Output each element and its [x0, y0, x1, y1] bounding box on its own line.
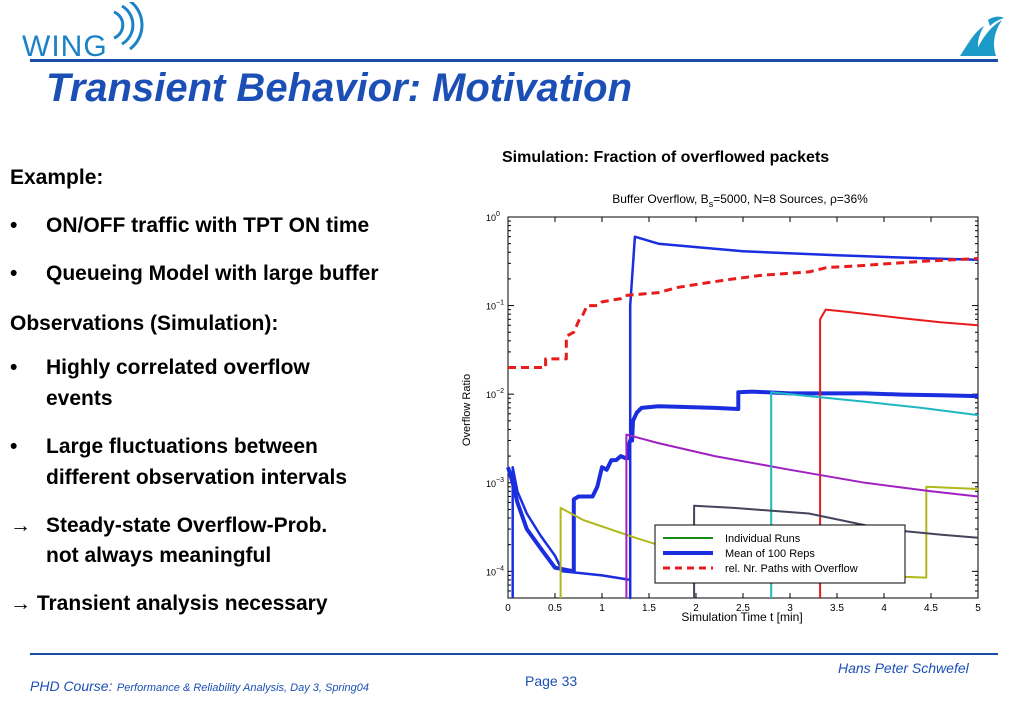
legend-label: Mean of 100 Reps [725, 548, 815, 560]
legend-label: rel. Nr. Paths with Overflow [725, 563, 858, 575]
bullet-text: Large fluctuations between [46, 435, 318, 458]
page-title: Transient Behavior: Motivation [46, 66, 633, 110]
y-axis-label: Overflow Ratio [461, 374, 473, 446]
series-line-0 [511, 235, 979, 600]
legend-label: Individual Runs [725, 533, 801, 545]
bullet-glyph: • [10, 262, 18, 285]
x-tick-label: 3.5 [830, 603, 844, 614]
series-line-1 [506, 389, 979, 574]
arrow-text: Transient analysis necessary [36, 592, 328, 615]
footer-divider [30, 653, 998, 655]
bullet-glyph: • [10, 214, 18, 237]
y-tick-label: 100 [486, 211, 500, 223]
x-tick-label: 5 [975, 603, 981, 614]
x-tick-label: 1.5 [642, 603, 656, 614]
page-number: Page 33 [525, 673, 578, 689]
arrow-glyph: → [10, 592, 31, 615]
y-tick-label: 10−4 [486, 565, 504, 577]
x-tick-label: 2.5 [736, 603, 750, 614]
x-tick-label: 4.5 [924, 603, 938, 614]
arrow-text-continued: not always meaningful [46, 544, 272, 567]
series-line-2 [508, 257, 979, 369]
y-tick-label: 10−1 [486, 300, 504, 312]
x-tick-label: 3 [787, 603, 793, 614]
header-divider [30, 59, 998, 62]
logo-text: WING [22, 30, 108, 63]
author-name: Hans Peter Schwefel [838, 660, 969, 676]
bullet-glyph: • [10, 435, 18, 458]
x-tick-label: 4 [881, 603, 887, 614]
course-label: PHD Course: [30, 678, 113, 694]
arrow-text: Steady-state Overflow-Prob. [46, 514, 328, 537]
observations-heading: Observations (Simulation): [10, 312, 279, 335]
overflow-chart: Buffer Overflow, Bs=5000, N=8 Sources, ρ… [461, 192, 981, 624]
bullet-text-continued: different observation intervals [46, 466, 348, 489]
bullet-text: Queueing Model with large buffer [46, 262, 379, 285]
x-tick-label: 1 [599, 603, 605, 614]
arrow-glyph: → [10, 514, 31, 537]
plot-area: 0 0.5 1 1.5 2 2.5 3 3.5 4 4.5 5 100 10−1 10−2 10−3 10−4… [486, 211, 981, 614]
y-tick-label: 10−3 [486, 477, 504, 489]
bullet-text: Highly correlated overflow [46, 356, 310, 379]
chart-title: Buffer Overflow, Bs=5000, N=8 Sources, ρ… [612, 192, 868, 209]
series-line-5 [625, 433, 979, 598]
y-tick-label: 10−2 [486, 388, 504, 400]
x-tick-label: 2 [693, 603, 699, 614]
x-tick-label: 0 [505, 603, 511, 614]
university-logo-icon [960, 16, 1004, 56]
series-line-7 [693, 504, 979, 598]
bullet-text: ON/OFF traffic with TPT ON time [46, 214, 370, 237]
series-line-3 [819, 308, 979, 598]
bullet-glyph: • [10, 356, 18, 379]
course-info: PHD Course: Performance & Reliability An… [30, 678, 369, 696]
arrow-item: → Transient analysis necessary [10, 590, 328, 618]
x-axis-label: Simulation Time t [min] [681, 610, 802, 624]
wing-logo: WING [22, 2, 162, 64]
series-line-6 [770, 391, 979, 598]
wifi-waves-icon [113, 2, 144, 51]
example-heading: Example: [10, 166, 104, 189]
course-detail: Performance & Reliability Analysis, Day … [116, 682, 370, 694]
bullet-text-continued: events [46, 387, 113, 410]
x-tick-label: 0.5 [548, 603, 562, 614]
chart-caption: Simulation: Fraction of overflowed packe… [502, 149, 830, 166]
